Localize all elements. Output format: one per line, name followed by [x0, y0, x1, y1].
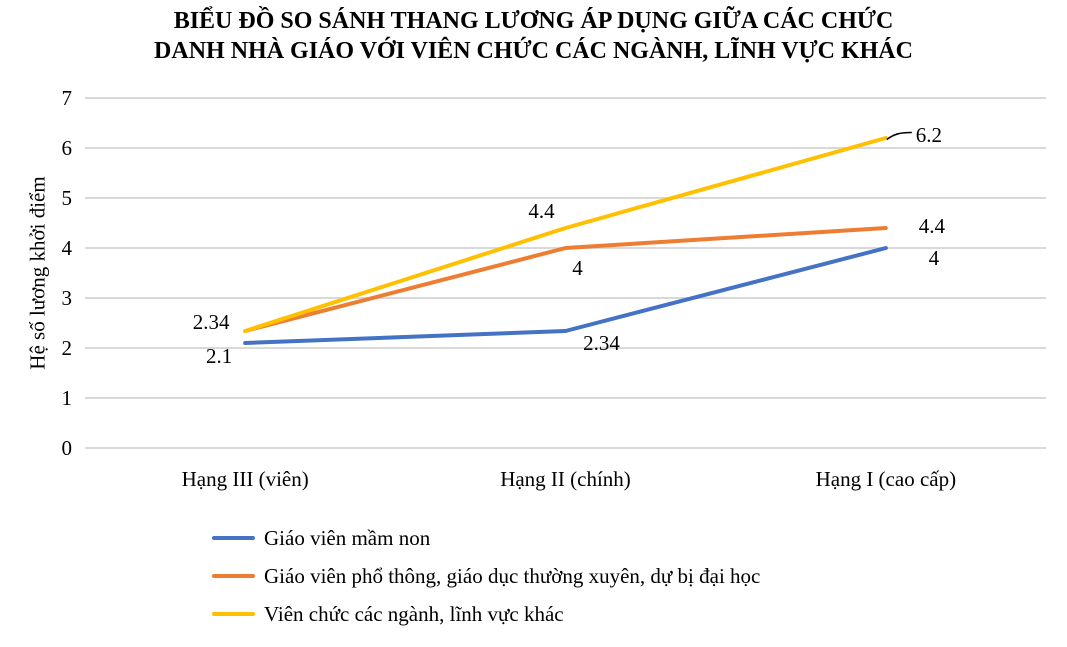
legend-item-1: Giáo viên phổ thông, giáo dục thường xuy…	[212, 557, 760, 595]
legend-label: Viên chức các ngành, lĩnh vực khác	[264, 601, 564, 626]
data-label: 4	[572, 256, 583, 280]
legend-item-2: Viên chức các ngành, lĩnh vực khác	[212, 595, 760, 633]
y-tick-label: 6	[62, 136, 73, 160]
data-label: 6.2	[916, 123, 942, 147]
series-line-0	[243, 246, 888, 345]
series-line-1	[243, 226, 888, 333]
legend-item-0: Giáo viên mầm non	[212, 519, 760, 557]
y-tick-label: 2	[62, 336, 73, 360]
chart-title: BIỂU ĐỒ SO SÁNH THANG LƯƠNG ÁP DỤNG GIỮA…	[154, 8, 913, 64]
legend-swatch-icon	[212, 612, 255, 616]
legend: Giáo viên mầm non Giáo viên phổ thông, gi…	[212, 519, 760, 633]
data-label: 4	[929, 246, 940, 270]
data-label: 2.34	[193, 310, 230, 334]
y-tick-label: 0	[62, 436, 73, 460]
leader-line	[886, 131, 912, 141]
y-tick-label: 7	[62, 86, 73, 110]
x-category-label: Hạng I (cao cấp)	[816, 467, 957, 491]
legend-swatch-icon	[212, 536, 255, 540]
y-tick-label: 1	[62, 386, 73, 410]
x-category-label: Hạng II (chính)	[500, 467, 631, 491]
series-line-2	[243, 136, 888, 333]
y-tick-label: 4	[62, 236, 73, 260]
legend-swatch-icon	[212, 574, 255, 578]
data-label: 2.1	[206, 344, 232, 368]
data-label: 2.34	[583, 331, 620, 355]
data-label: 4.4	[528, 199, 555, 223]
y-tick-label: 3	[62, 286, 73, 310]
x-category-label: Hạng III (viên)	[182, 467, 309, 491]
y-tick-label: 5	[62, 186, 73, 210]
legend-label: Giáo viên mầm non	[264, 525, 431, 550]
legend-label: Giáo viên phổ thông, giáo dục thường xuy…	[264, 563, 761, 588]
data-label: 4.4	[919, 214, 946, 238]
